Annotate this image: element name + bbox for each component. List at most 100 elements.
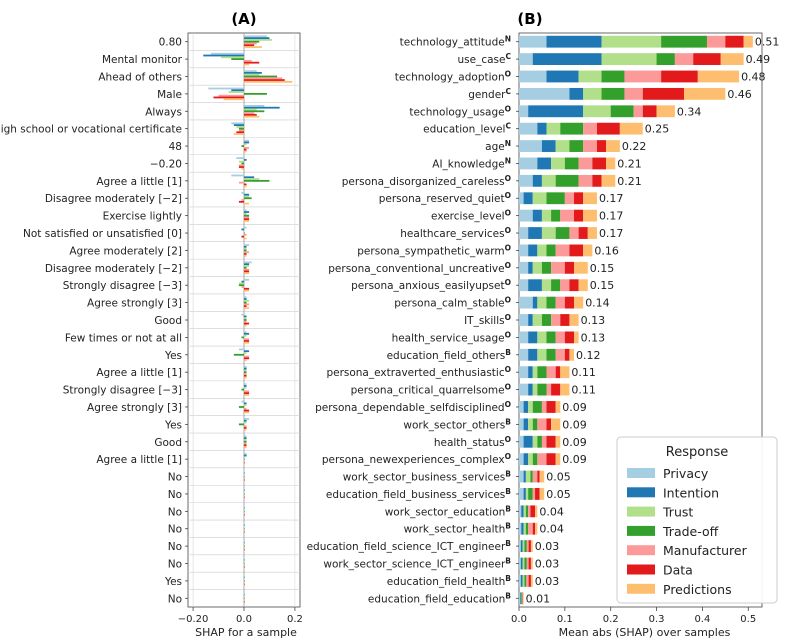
legend-title: Response [666,445,728,460]
feature-superscript: O [505,174,511,183]
panel-a-category-label: Good [154,315,182,327]
bar-b-trust [583,87,602,100]
bar-a-predictions [244,359,247,362]
bar-b-trust [522,574,525,587]
bar-a-data [244,44,255,47]
bar-b-privacy [519,227,529,239]
bar-a-predictions [244,376,247,379]
bar-b-privacy [519,418,524,431]
panel-a-xlabel: SHAP for a sample [195,626,297,638]
bar-a-manufacturer [244,425,247,428]
bar-a-privacy [244,261,252,264]
feature-name: education_field_business_services [326,489,505,501]
bar-a-trust [244,212,247,215]
bar-a-data [244,305,247,308]
bar-a-data [244,479,245,482]
bar-b-trade-off [610,105,634,118]
panel-b-feature-label: AI_knowledgeN [432,156,511,170]
bar-a-trade-off [238,284,244,287]
bar-b-trade-off [528,488,533,500]
panel-b-total-label: 0.25 [645,123,670,136]
bar-a-privacy [244,365,247,368]
bar-a-trust [244,473,245,476]
bar-a-predictions [244,202,250,205]
bar-b-trust [555,140,570,152]
bar-a-trust [244,543,245,546]
panel-b-feature-label: technology_adoptionO [395,69,511,83]
bar-a-predictions [244,80,293,83]
bar-a-manufacturer [244,320,247,323]
feature-name: health_service_usage [392,332,505,344]
feature-name: persona_reserved_quiet [379,193,505,205]
bar-b-intention [528,348,538,361]
bar-b-trade-off [532,453,538,466]
bar-b-manufacturer [526,557,529,570]
panel-b-feature-label: technology_usageO [409,104,511,118]
panel-b-feature-label: education_field_business_servicesB [326,487,511,501]
bar-b-privacy [519,592,520,605]
panel-b-total-label: 0.03 [535,540,560,553]
bar-a-trade-off [244,493,245,495]
bar-a-predictions [244,567,245,570]
panel-a-xtick-label: 0.2 [287,614,303,625]
bar-b-data [530,505,536,518]
bar-b-privacy [519,557,521,570]
bar-b-privacy [519,174,533,187]
bar-a-intention [244,419,247,422]
bar-b-trade-off [564,157,579,170]
panel-a: 0.80 Mental monitor Ahead of others Male Alw… [0,10,303,638]
bar-a-trust [244,265,250,267]
bar-b-data [532,522,536,535]
panel-b-total-label: 0.01 [526,592,551,605]
bar-a-intention [231,89,244,92]
feature-name: education_level [423,124,505,136]
panel-a-category-label: Exercise lightly [103,211,182,223]
bar-b-data [551,383,561,396]
bar-a-privacy [244,470,245,473]
bar-a-intention [244,472,245,474]
feature-name: persona_disorganized_careless [342,176,505,188]
bar-b-trust [532,383,538,396]
bar-b-privacy [519,383,529,396]
bar-b-privacy [519,244,529,257]
bar-a-predictions [244,602,245,605]
feature-superscript: B [505,591,511,600]
bar-a-predictions [244,115,260,118]
feature-superscript: O [505,104,511,113]
bar-a-data [244,287,250,290]
bar-b-privacy [519,331,529,344]
bar-a-intention [244,350,250,353]
panel-a-category-label: Agree a little [1] [96,176,182,188]
bar-b-manufacturer [624,70,662,83]
panel-b-xlabel: Mean abs (SHAP) over samples [559,626,731,638]
bar-b-intention [523,470,526,483]
bar-a-intention [244,315,247,318]
bar-a-intention [244,454,247,457]
bar-b-trade-off [551,209,561,222]
bar-a-predictions [244,185,247,188]
bar-b-predictions [743,35,753,48]
bar-a-data [244,340,250,342]
bar-b-intention [532,53,602,66]
bar-b-trade-off [524,540,527,553]
bar-b-privacy [519,314,529,326]
panel-b: 0.51technology_attitudeN0.49use_caseC0.4… [307,10,780,638]
bar-a-intention [244,576,245,579]
panel-b-feature-label: education_field_healthB [387,574,512,588]
bar-a-trade-off [244,440,247,443]
bar-a-trust [244,595,245,598]
feature-name: work_sector_science_ICT_engineer [323,559,506,571]
bar-a-trade-off [244,510,245,513]
bar-b-predictions [569,314,579,326]
bar-a-trust [244,421,247,424]
bar-a-manufacturer [244,251,250,254]
feature-name: health_status [434,437,505,449]
bar-b-trust [537,331,547,344]
bar-a-trade-off [244,545,245,548]
bar-b-trade-off [532,401,542,413]
feature-name: persona_newexperiences_complex [322,454,505,466]
bar-a-intention [244,176,255,179]
bar-b-predictions [555,453,561,466]
panel-a-xtick-label: −0.20 [178,614,209,625]
legend-swatch-data [627,564,655,575]
